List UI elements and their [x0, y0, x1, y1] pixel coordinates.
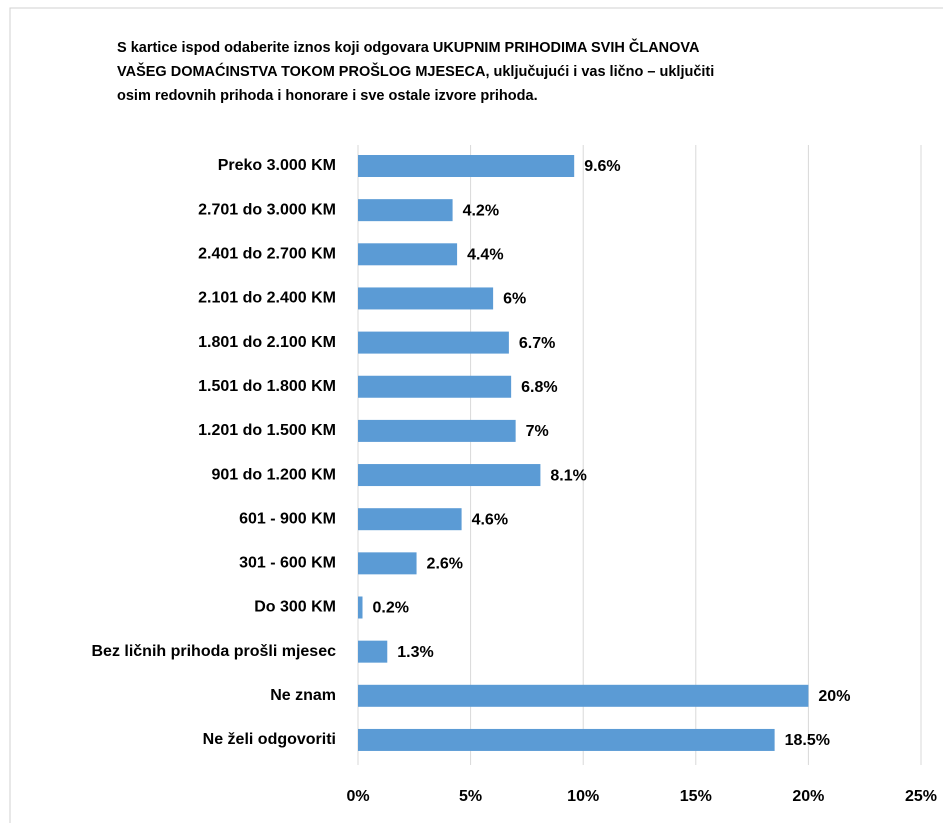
bar — [358, 464, 541, 487]
bar — [358, 728, 775, 751]
y-tick-label: 1.501 do 1.800 KM — [198, 378, 336, 395]
y-tick-label: 901 do 1.200 KM — [212, 466, 337, 483]
y-tick-label: Ne znam — [270, 687, 336, 704]
value-label: 4.4% — [467, 247, 503, 264]
y-tick-label: 1.801 do 2.100 KM — [198, 334, 336, 351]
y-tick-label: 1.201 do 1.500 KM — [198, 422, 336, 439]
y-tick-label: 301 - 600 KM — [239, 555, 336, 572]
bar — [358, 199, 453, 222]
x-tick-label: 20% — [792, 788, 824, 805]
value-label: 8.1% — [550, 467, 586, 484]
x-tick-label: 25% — [905, 788, 937, 805]
bar — [358, 243, 458, 266]
bar — [358, 155, 575, 177]
chart-title: VAŠEG DOMAĆINSTVA TOKOM PROŠLOG MJESECA,… — [117, 62, 714, 80]
value-label: 9.6% — [584, 158, 620, 175]
value-label: 7% — [526, 423, 549, 440]
y-tick-label: Bez ličnih prihoda prošli mjesec — [91, 643, 336, 660]
bar — [358, 287, 494, 310]
value-label: 4.2% — [463, 202, 499, 219]
x-tick-label: 5% — [459, 788, 482, 805]
chart-frame — [9, 7, 943, 823]
value-label: 20% — [818, 688, 850, 705]
chart-title: S kartice ispod odaberite iznos koji odg… — [117, 38, 700, 56]
chart-title: osim redovnih prihoda i honorare i sve o… — [117, 88, 538, 104]
value-label: 0.2% — [373, 600, 409, 617]
bar — [358, 596, 363, 619]
value-label: 6.8% — [521, 379, 557, 396]
value-label: 6.7% — [519, 335, 555, 352]
x-tick-label: 10% — [567, 788, 599, 805]
y-tick-label: 2.101 do 2.400 KM — [198, 290, 336, 307]
value-label: 4.6% — [472, 511, 508, 528]
x-tick-label: 0% — [346, 788, 369, 805]
y-tick-label: 601 - 900 KM — [239, 510, 336, 527]
y-tick-label: Do 300 KM — [254, 599, 336, 616]
value-label: 2.6% — [427, 556, 463, 573]
value-label: 1.3% — [397, 644, 433, 661]
bar — [358, 331, 509, 354]
value-label: 6% — [503, 291, 526, 308]
x-tick-label: 15% — [680, 788, 712, 805]
y-tick-label: Ne želi odgovoriti — [203, 731, 336, 748]
bar — [358, 508, 462, 531]
bar — [358, 684, 809, 707]
bar — [358, 375, 512, 398]
y-tick-label: Preko 3.000 KM — [218, 157, 336, 174]
value-label: 18.5% — [785, 732, 830, 749]
bar — [358, 640, 388, 663]
y-tick-label: 2.701 do 3.000 KM — [198, 201, 336, 218]
bar — [358, 552, 417, 575]
y-tick-label: 2.401 do 2.700 KM — [198, 246, 336, 263]
bar — [358, 419, 516, 442]
